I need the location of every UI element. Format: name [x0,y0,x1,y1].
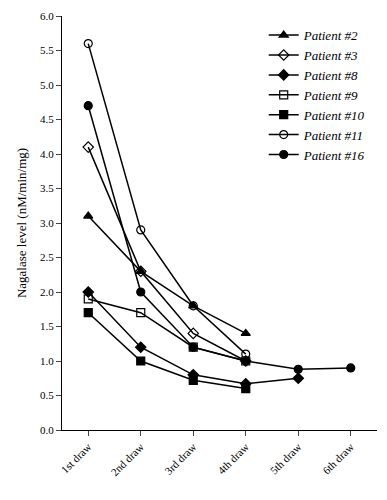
svg-text:Patient #3: Patient #3 [303,48,358,63]
svg-text:1st draw: 1st draw [58,440,93,475]
svg-text:Patient #16: Patient #16 [303,148,365,163]
svg-text:1.5: 1.5 [40,320,54,332]
svg-text:0.0: 0.0 [40,424,54,436]
svg-text:2.0: 2.0 [40,286,54,298]
svg-text:Patient #10: Patient #10 [303,108,365,123]
svg-text:Patient #9: Patient #9 [303,88,358,103]
svg-text:6.0: 6.0 [40,10,54,22]
svg-text:3rd draw: 3rd draw [162,440,198,476]
svg-text:5.0: 5.0 [40,79,54,91]
svg-text:5th draw: 5th draw [268,440,304,476]
svg-text:Patient #11: Patient #11 [303,128,363,143]
svg-text:3.5: 3.5 [40,182,54,194]
svg-text:3.0: 3.0 [40,217,54,229]
svg-text:1.0: 1.0 [40,355,54,367]
svg-text:Nagalase level (nM/min/mg): Nagalase level (nM/min/mg) [14,148,29,298]
svg-text:Patient #8: Patient #8 [303,68,358,83]
svg-text:4.5: 4.5 [40,113,54,125]
svg-text:2nd draw: 2nd draw [108,440,146,478]
svg-text:6th draw: 6th draw [320,440,356,476]
svg-text:4.0: 4.0 [40,148,54,160]
svg-text:Patient #2: Patient #2 [303,28,358,43]
svg-text:0.5: 0.5 [40,389,54,401]
svg-text:5.5: 5.5 [40,44,54,56]
svg-text:4th draw: 4th draw [215,440,251,476]
svg-text:2.5: 2.5 [40,251,54,263]
